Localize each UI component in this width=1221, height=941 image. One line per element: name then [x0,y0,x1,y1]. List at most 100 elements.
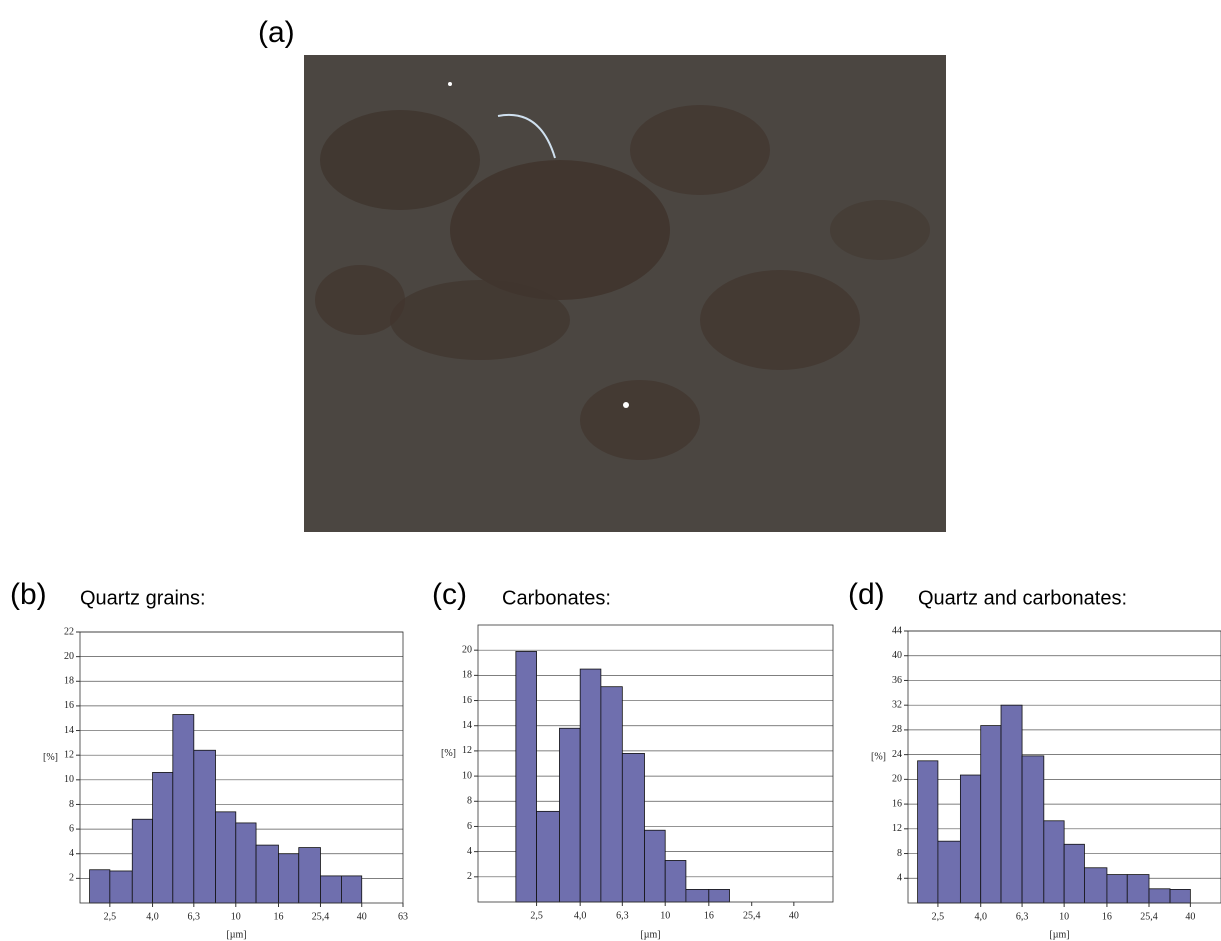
y-tick-label: 20 [64,651,74,662]
bar [959,774,982,904]
y-tick-label: 20 [462,644,472,655]
panel-label: (c) [432,578,467,611]
y-tick-label: 24 [892,749,902,760]
plot-frame [79,631,404,904]
y-tick-label: 18 [462,670,472,681]
y-tick-label: 36 [892,675,902,686]
panel-label: (d) [848,578,885,611]
y-axis-label: [%] [43,752,58,763]
bar [621,753,645,903]
y-tick-label: 6 [467,821,472,832]
y-tick-label: 4 [897,873,902,884]
bar [1000,704,1023,904]
x-tick-label: 2,5 [104,911,117,922]
bar [298,847,321,904]
y-tick-label: 2 [467,871,472,882]
y-tick-label: 12 [64,749,74,760]
y-axis-label: [%] [441,748,456,759]
chart-title: Carbonates: [502,587,611,609]
bar [1106,874,1128,904]
bar [255,844,279,904]
x-tick-label: 2,5 [530,910,543,921]
bar [320,875,342,904]
y-tick-label: 22 [64,626,74,637]
bar [980,725,1002,904]
x-tick-label: 2,5 [932,911,945,922]
x-tick-label: 6,3 [616,910,629,921]
x-tick-label: 25,4 [1140,911,1158,922]
x-tick-label: 40 [1185,911,1195,922]
bar [278,853,300,904]
y-tick-label: 12 [462,745,472,756]
y-tick-label: 18 [64,676,74,687]
bar [109,870,133,904]
y-tick-label: 20 [892,774,902,785]
y-tick-label: 32 [892,699,902,710]
x-tick-label: 16 [1102,911,1112,922]
bar [937,840,961,904]
x-tick-label: 40 [357,911,367,922]
bar [193,749,216,904]
x-tick-label: 6,3 [1016,911,1029,922]
y-tick-label: 28 [892,724,902,735]
panel-label: (a) [258,16,295,49]
y-tick-label: 8 [897,848,902,859]
y-tick-label: 16 [64,700,74,711]
bar [559,727,581,903]
y-tick-label: 14 [462,720,472,731]
y-tick-label: 14 [64,725,74,736]
x-axis-label: [µm] [640,929,660,940]
bar [600,686,623,903]
x-tick-label: 40 [789,910,799,921]
x-axis-label: [µm] [226,929,246,940]
bar [708,889,730,903]
chart-title: Quartz grains: [80,587,206,609]
y-tick-label: 12 [892,823,902,834]
bar [1063,843,1085,904]
x-tick-label: 16 [704,910,714,921]
bar [1021,755,1045,904]
bar [215,811,237,904]
micrograph [304,55,946,532]
x-tick-label: 16 [273,911,283,922]
x-tick-label: 4,0 [146,911,159,922]
x-tick-label: 25,4 [312,911,330,922]
y-tick-label: 10 [462,770,472,781]
bar [515,651,537,903]
bar [1084,867,1108,904]
bar [1126,874,1150,904]
chart-title: Quartz and carbonates: [918,587,1127,609]
x-tick-label: 4,0 [974,911,987,922]
x-tick-label: 10 [660,910,670,921]
y-tick-label: 4 [69,848,74,859]
x-tick-label: 4,0 [574,910,587,921]
bar [172,714,195,904]
y-tick-label: 10 [64,774,74,785]
y-tick-label: 8 [467,796,472,807]
x-tick-label: 10 [231,911,241,922]
bar [664,860,687,903]
bar [1169,889,1191,904]
y-tick-label: 44 [892,625,902,636]
plot-frame [477,624,834,903]
bar [152,772,174,904]
bar [341,875,363,904]
y-tick-label: 16 [892,798,902,809]
bar [235,822,257,904]
bar [89,869,111,904]
bar [1043,820,1065,904]
y-tick-label: 6 [69,823,74,834]
bar [685,889,710,903]
bar [1148,888,1171,904]
panel-label: (b) [10,578,47,611]
x-tick-label: 10 [1059,911,1069,922]
x-tick-label: 25,4 [743,910,761,921]
bar [131,818,153,904]
x-tick-label: 63 [398,911,408,922]
x-axis-label: [µm] [1049,929,1069,940]
bar [644,829,666,903]
bar [917,760,939,904]
y-tick-label: 4 [467,846,472,857]
y-axis-label: [%] [871,751,886,762]
